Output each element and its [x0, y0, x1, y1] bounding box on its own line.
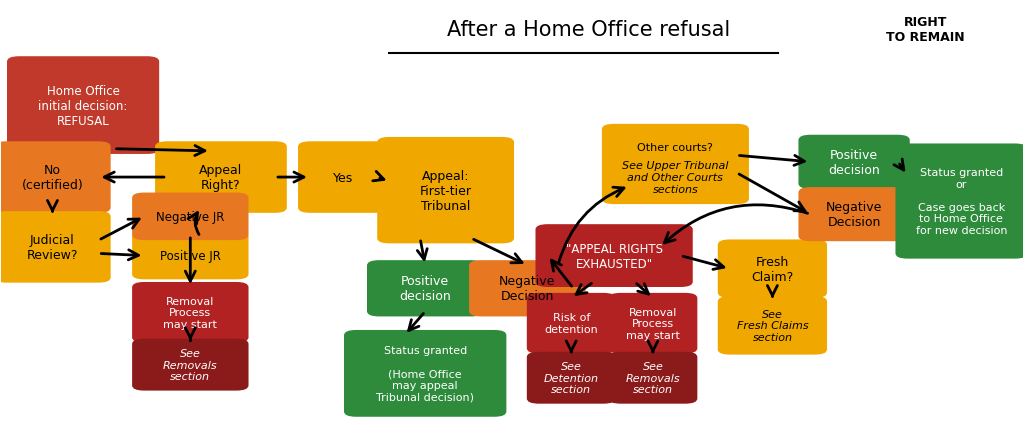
FancyBboxPatch shape	[608, 352, 697, 404]
Text: Home Office
initial decision:
REFUSAL: Home Office initial decision: REFUSAL	[38, 85, 128, 127]
FancyBboxPatch shape	[298, 142, 389, 213]
Text: Yes: Yes	[334, 171, 353, 184]
Text: See Upper Tribunal
and Other Courts
sections: See Upper Tribunal and Other Courts sect…	[623, 161, 729, 194]
FancyBboxPatch shape	[536, 225, 693, 287]
FancyBboxPatch shape	[155, 142, 287, 213]
Text: Negative JR: Negative JR	[156, 210, 224, 223]
Text: Risk of
detention: Risk of detention	[545, 313, 598, 334]
Text: Negative
Decision: Negative Decision	[499, 275, 555, 303]
FancyBboxPatch shape	[602, 124, 749, 205]
Text: "APPEAL RIGHTS
EXHAUSTED": "APPEAL RIGHTS EXHAUSTED"	[565, 242, 663, 270]
Text: See
Removals
section: See Removals section	[626, 361, 680, 395]
FancyBboxPatch shape	[0, 142, 111, 213]
Text: Positive
decision: Positive decision	[828, 148, 880, 177]
FancyBboxPatch shape	[367, 261, 483, 317]
FancyBboxPatch shape	[799, 187, 909, 242]
Text: Removal
Process
may start: Removal Process may start	[164, 296, 217, 329]
Text: After a Home Office refusal: After a Home Office refusal	[446, 20, 730, 40]
Text: Appeal
Right?: Appeal Right?	[200, 164, 243, 191]
FancyBboxPatch shape	[132, 193, 249, 240]
Text: Appeal:
First-tier
Tribunal: Appeal: First-tier Tribunal	[420, 169, 472, 212]
Text: Status granted

(Home Office
may appeal
Tribunal decision): Status granted (Home Office may appeal T…	[376, 346, 474, 402]
FancyBboxPatch shape	[132, 232, 249, 280]
Text: RIGHT
TO REMAIN: RIGHT TO REMAIN	[887, 16, 965, 44]
Text: Other courts?: Other courts?	[638, 142, 714, 152]
Text: Fresh
Claim?: Fresh Claim?	[752, 255, 794, 283]
FancyBboxPatch shape	[895, 144, 1024, 259]
FancyBboxPatch shape	[718, 240, 827, 298]
FancyBboxPatch shape	[7, 57, 159, 155]
Text: See
Fresh Claims
section: See Fresh Claims section	[736, 309, 808, 342]
Text: See
Detention
section: See Detention section	[544, 361, 599, 395]
Text: Positive JR: Positive JR	[160, 250, 221, 262]
Text: Negative
Decision: Negative Decision	[826, 201, 883, 229]
FancyBboxPatch shape	[132, 283, 249, 343]
FancyBboxPatch shape	[799, 135, 909, 189]
Text: Removal
Process
may start: Removal Process may start	[626, 307, 680, 340]
Text: Status granted
or

Case goes back
to Home Office
for new decision: Status granted or Case goes back to Home…	[915, 168, 1007, 236]
FancyBboxPatch shape	[377, 138, 514, 244]
FancyBboxPatch shape	[608, 293, 697, 354]
Text: No
(certified): No (certified)	[22, 164, 83, 191]
FancyBboxPatch shape	[132, 339, 249, 391]
Text: See
Removals
section: See Removals section	[163, 348, 218, 381]
FancyBboxPatch shape	[344, 330, 507, 417]
FancyBboxPatch shape	[469, 261, 586, 317]
FancyBboxPatch shape	[0, 212, 111, 283]
Text: Positive
decision: Positive decision	[399, 275, 451, 303]
Text: Judicial
Review?: Judicial Review?	[27, 233, 78, 261]
FancyBboxPatch shape	[526, 293, 615, 354]
FancyBboxPatch shape	[718, 297, 827, 355]
FancyBboxPatch shape	[526, 352, 615, 404]
